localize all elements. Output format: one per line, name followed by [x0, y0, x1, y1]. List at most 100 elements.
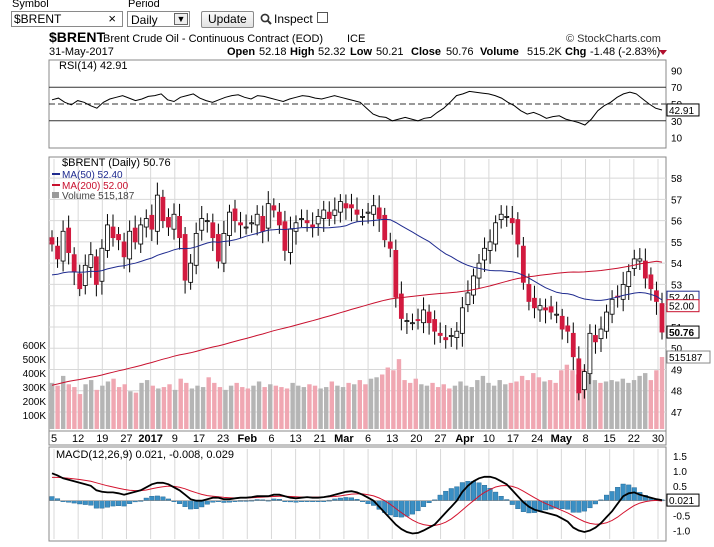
volume-bar	[301, 387, 307, 429]
macd-histogram-bar	[154, 495, 160, 501]
volume-tick-label: 100K	[23, 411, 47, 422]
candle-body	[509, 218, 515, 224]
candle-body	[659, 303, 665, 333]
volume-tick-label: 200K	[23, 397, 47, 408]
inspect-checkbox[interactable]	[317, 12, 328, 23]
candle-body	[581, 371, 587, 391]
candle-body	[121, 241, 127, 258]
volume-bar	[184, 382, 189, 429]
macd-last-label: 0.021	[669, 496, 694, 507]
candle-body	[532, 297, 537, 309]
candle-body	[93, 256, 99, 285]
macd-histogram-bar	[71, 500, 77, 504]
volume-bar	[189, 388, 195, 429]
volume-bar	[88, 380, 94, 429]
date-tick-label: 13	[289, 433, 301, 445]
candle-body	[620, 284, 626, 300]
candle-body	[82, 264, 88, 286]
macd-line	[51, 472, 663, 535]
volume-bar	[262, 387, 267, 429]
macd-histogram-bar	[437, 494, 443, 501]
volume-bar	[385, 367, 390, 429]
volume-bar	[435, 387, 441, 429]
symbol-toolbar: Symbol × Period Daily ▼ Update Inspect	[0, 0, 714, 30]
price-tick-label: 49	[671, 365, 683, 376]
macd-signal-line	[52, 476, 663, 526]
macd-tick-label: 0.5	[673, 482, 687, 493]
volume-bar	[60, 375, 66, 429]
chg-label: Chg	[565, 46, 586, 58]
rsi-tick-label: 30	[671, 117, 683, 128]
candle-body	[171, 213, 177, 230]
price-chart: $BRENT Brent Crude Oil - Continuous Cont…	[23, 30, 711, 542]
candle-body	[393, 250, 399, 298]
macd-histogram-bar	[49, 496, 55, 501]
candle-body	[304, 220, 310, 224]
candle-body	[227, 211, 232, 236]
volume-bar	[217, 387, 223, 429]
volume-bar	[256, 381, 262, 429]
volume-bar	[357, 380, 362, 429]
macd-histogram-bar	[82, 500, 88, 505]
candle-body	[260, 216, 266, 232]
candle-body	[493, 222, 499, 245]
macd-histogram-bar	[188, 500, 194, 510]
volume-bar	[122, 384, 127, 429]
macd-histogram-bar	[615, 487, 621, 501]
period-select[interactable]: Daily ▼	[127, 11, 190, 27]
macd-tick-label: -1.0	[673, 527, 691, 538]
candle-body	[609, 298, 615, 315]
volume-last-label: 515187	[669, 353, 703, 364]
candle-body	[332, 209, 338, 216]
volume-bar	[391, 370, 396, 429]
candle-body	[315, 216, 321, 225]
volume-bar	[407, 382, 413, 429]
rsi-last-box	[666, 103, 700, 117]
clear-icon[interactable]: ×	[108, 11, 116, 26]
volume-value: 515.2K	[527, 46, 563, 58]
symbol-input[interactable]: ×	[11, 11, 123, 27]
candle-body	[498, 213, 504, 220]
macd-histogram-bar	[581, 500, 587, 512]
symbol-text[interactable]	[12, 12, 96, 26]
volume-bar	[547, 380, 553, 429]
volume-bar	[564, 364, 570, 429]
candle-body	[221, 233, 227, 264]
macd-histogram-bar	[116, 500, 122, 506]
date-tick-label: Apr	[455, 433, 475, 445]
volume-bar	[329, 381, 335, 429]
chevron-down-icon[interactable]: ▼	[174, 13, 188, 25]
update-button[interactable]: Update	[201, 11, 254, 28]
ma50-legend: MA(50) 52.40	[62, 170, 123, 181]
macd-histogram-bar	[121, 500, 127, 507]
volume-bar	[245, 388, 251, 429]
volume-bar	[234, 382, 239, 429]
price-tick-label: 54	[671, 259, 683, 270]
volume-tick-label: 400K	[23, 369, 47, 380]
candle-body	[326, 211, 332, 219]
candle-body	[404, 320, 410, 322]
ma200-legend: MA(200) 52.00	[62, 181, 129, 192]
candle-body	[321, 209, 327, 219]
macd-histogram-bar	[193, 500, 199, 509]
macd-histogram-bar	[592, 500, 598, 505]
volume-bar	[637, 375, 642, 429]
candle-body	[515, 219, 521, 245]
candle-body	[559, 315, 565, 330]
candle-body	[426, 311, 432, 324]
price-tick-label: 55	[671, 238, 683, 249]
volume-legend-swatch	[52, 192, 59, 198]
price-last-box	[666, 299, 700, 313]
candle-body	[476, 262, 482, 279]
rsi-line	[51, 90, 663, 126]
volume-tick-label: 600K	[23, 341, 47, 352]
candle-body	[188, 262, 194, 283]
price-last-label: 50.76	[669, 328, 694, 339]
date-tick-label: 9	[172, 433, 178, 445]
macd-title-text: MACD(12,26,9) 0.021, -0.008, 0.029	[56, 449, 234, 461]
volume-bar	[352, 384, 357, 429]
volume-bar	[486, 382, 491, 429]
candle-body	[288, 228, 293, 253]
volume-last-box	[666, 350, 711, 364]
macd-histogram-bar	[77, 500, 83, 505]
